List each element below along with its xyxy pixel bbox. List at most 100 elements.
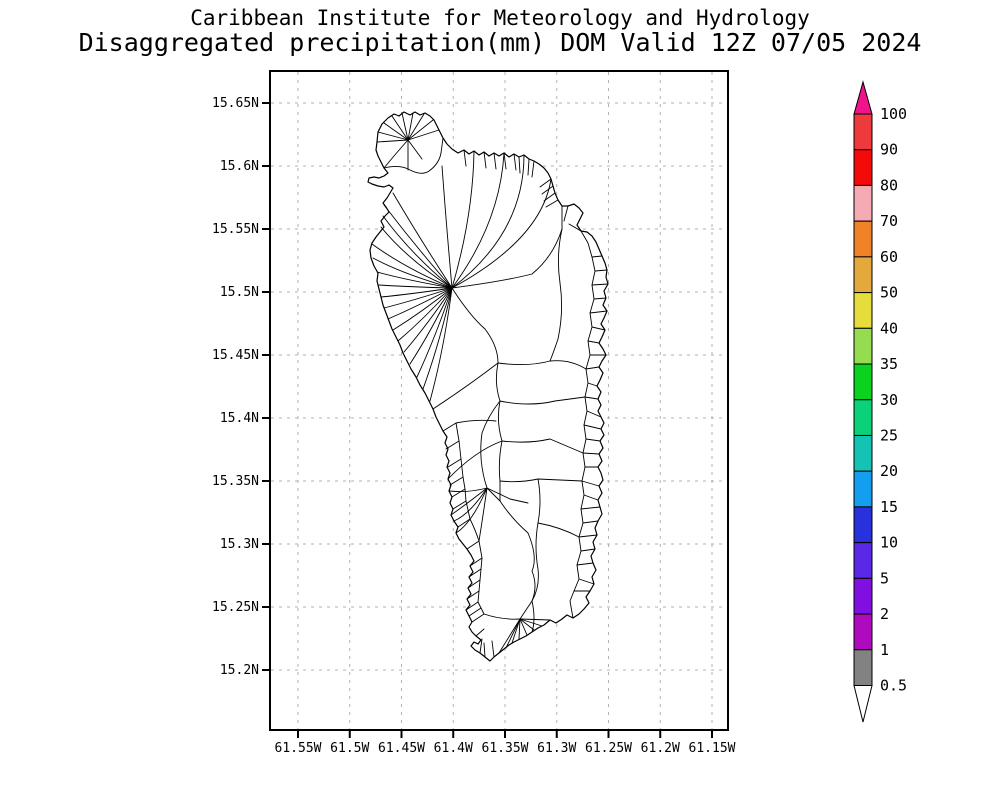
watershed-boundary (392, 192, 453, 289)
watershed-boundary (585, 366, 600, 370)
colorbar-segment (853, 113, 873, 151)
watershed-boundary (383, 287, 453, 309)
watershed-boundary (391, 115, 409, 141)
colorbar-tick-label: 15 (880, 498, 898, 516)
watershed-boundary (401, 112, 409, 141)
watershed-boundary (587, 382, 598, 387)
watershed-boundary (591, 255, 603, 258)
watershed-boundary (441, 165, 453, 289)
watershed-boundary (584, 396, 599, 400)
watershed-boundary (383, 204, 453, 289)
watershed-boundary (383, 139, 409, 169)
watershed-boundary (486, 487, 529, 504)
watershed-boundary (586, 410, 602, 418)
watershed-boundary (580, 548, 596, 552)
y-axis-tick-label: 15.65N (212, 96, 259, 111)
watershed-boundary (468, 568, 482, 578)
watershed-boundary (380, 287, 453, 298)
x-axis-tick-label: 61.25W (585, 741, 632, 756)
watershed-boundary (543, 192, 556, 202)
watershed-boundary (451, 287, 536, 633)
colorbar: 100 90 80 70 60 50 40 35 30 25 20 15 10 5 2 1 0.5 (853, 80, 907, 723)
watershed-boundary (499, 396, 586, 405)
watershed-boundary (581, 480, 600, 487)
colorbar-tick-label: 0.5 (880, 677, 907, 695)
watershed-boundary (519, 618, 535, 631)
watershed-boundary (380, 226, 453, 289)
watershed-boundary (545, 199, 559, 208)
y-axis-tick-label: 15.3N (220, 537, 259, 552)
colorbar-tick-label: 2 (880, 605, 889, 623)
watershed-boundary (465, 601, 479, 611)
watershed-boundary (537, 522, 580, 538)
colorbar-segment (853, 506, 873, 544)
watershed-boundary (527, 158, 530, 176)
watershed-boundary (451, 205, 563, 289)
colorbar-segment (853, 220, 873, 258)
watershed-boundary (576, 562, 594, 566)
colorbar-tick-label: 100 (880, 105, 907, 123)
x-axis-tick-label: 61.15W (689, 741, 736, 756)
watershed-boundary (469, 557, 483, 567)
watershed-boundary (589, 310, 608, 314)
watershed-boundary (422, 287, 453, 390)
watershed-boundary (397, 287, 453, 342)
watershed-boundary (479, 638, 483, 654)
colorbar-segment (853, 363, 873, 401)
watershed-boundary (442, 422, 457, 432)
watershed-boundary (478, 487, 488, 542)
watershed-boundary (451, 178, 552, 289)
watershed-boundary (432, 362, 499, 410)
colorbar-tick-label: 20 (880, 462, 898, 480)
watershed-boundary (519, 618, 551, 621)
watershed-boundary (549, 228, 563, 362)
x-axis-tick-label: 61.45W (378, 741, 425, 756)
watershed-boundary (486, 487, 501, 502)
plot-title-line-1: Caribbean Institute for Meteorology and … (190, 6, 810, 30)
watershed-boundary (568, 223, 582, 232)
watershed-boundary (455, 422, 480, 542)
watershed-boundary (416, 287, 453, 378)
watershed-boundary (518, 156, 521, 174)
colorbar-tick-label: 70 (880, 212, 898, 230)
watershed-boundary (591, 326, 606, 331)
colorbar-segment (853, 542, 873, 579)
colorbar-tick-label: 5 (880, 569, 889, 587)
x-axis-tick-label: 61.3W (537, 741, 576, 756)
x-axis-tick-label: 61.55W (275, 741, 322, 756)
watershed-boundary (483, 151, 487, 169)
watershed-boundary (518, 618, 521, 640)
x-axis-tick-label: 61.5W (330, 741, 369, 756)
watershed-boundary (455, 487, 488, 534)
y-axis-tick-label: 15.2N (220, 663, 259, 678)
watershed-boundary (377, 131, 409, 141)
watershed-boundary (448, 487, 488, 493)
watershed-boundary (580, 506, 601, 510)
colorbar-tick-label: 10 (880, 534, 898, 552)
colorbar-tick-label: 50 (880, 284, 898, 302)
watershed-boundary (449, 476, 464, 486)
watershed-boundary (383, 122, 409, 141)
watershed-boundary (578, 578, 595, 585)
watershed-boundary (497, 360, 587, 370)
colorbar-tick-label: 25 (880, 426, 898, 444)
watershed-boundary (467, 579, 481, 589)
watershed-boundary (593, 297, 607, 300)
colorbar-segment (853, 149, 873, 186)
island-group (367, 111, 609, 662)
colorbar-tick-label: 90 (880, 141, 898, 159)
watershed-boundary (376, 139, 409, 143)
x-axis-tick-label: 61.4W (434, 741, 473, 756)
x-axis-tick-label: 61.2W (641, 741, 680, 756)
y-axis-tick-label: 15.45N (212, 348, 259, 363)
watershed-boundary (505, 618, 521, 649)
watershed-boundary (409, 287, 453, 365)
colorbar-segment (853, 292, 873, 329)
colorbar-tick-label: 35 (880, 355, 898, 373)
watershed-boundary (407, 112, 414, 141)
watershed-boundary (539, 178, 552, 188)
watershed-boundary (466, 590, 480, 600)
watershed-boundary (453, 487, 488, 522)
watershed-boundary (468, 607, 482, 617)
